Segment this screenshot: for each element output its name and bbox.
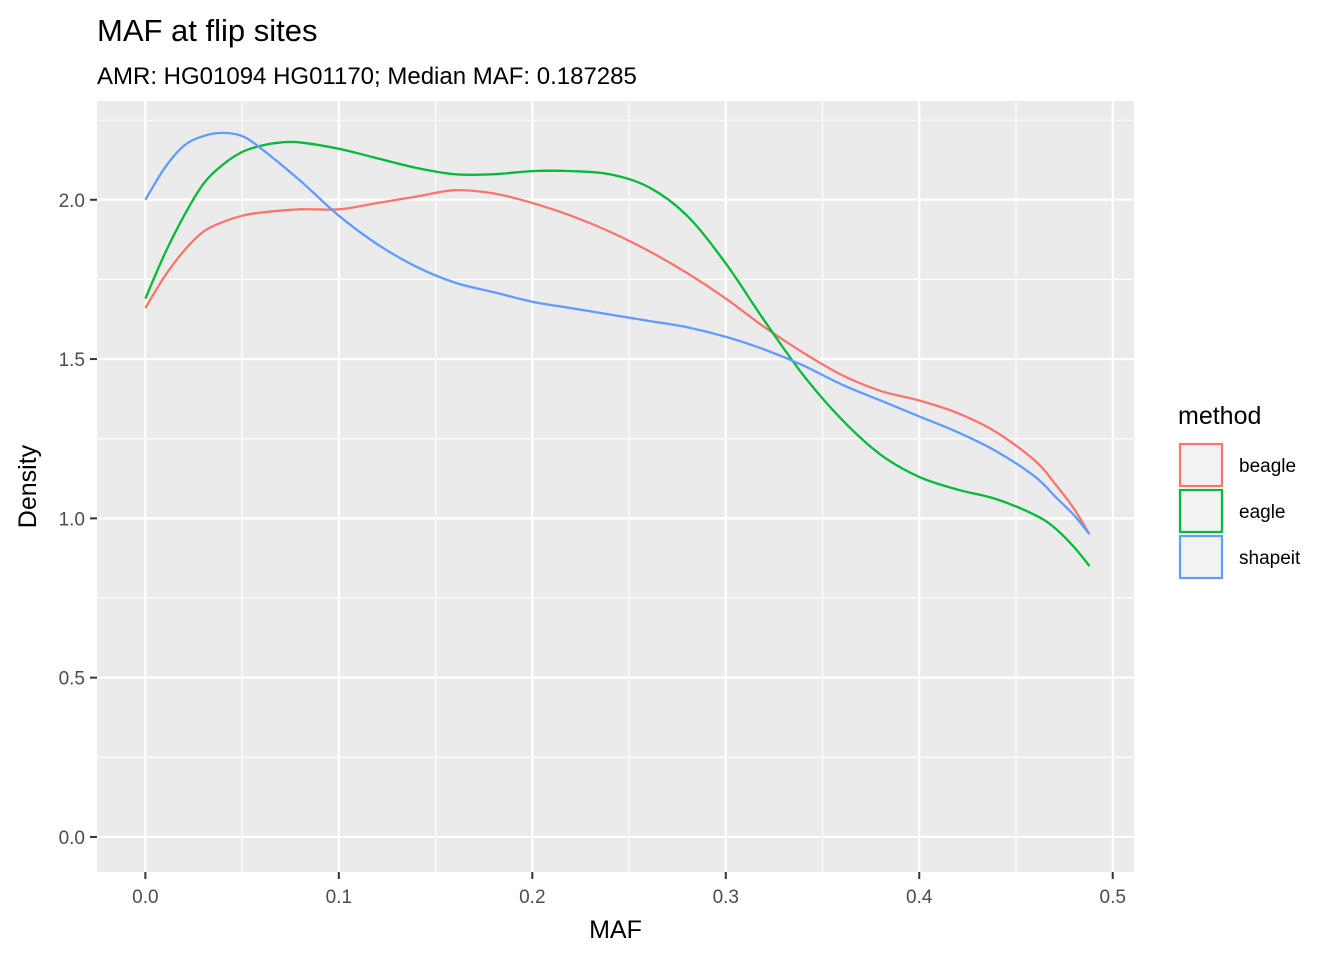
y-axis-title: Density: [14, 444, 42, 528]
series-line-shapeit: [144, 131, 1091, 536]
plot-panel: [97, 101, 1134, 872]
x-tick-label: 0.0: [132, 887, 158, 908]
y-tick-label: 0.0: [59, 828, 85, 849]
chart-title: MAF at flip sites: [97, 13, 318, 48]
legend-label-shapeit: shapeit: [1239, 548, 1301, 569]
y-tick-label: 1.0: [59, 509, 85, 530]
series-line-eagle: [144, 140, 1091, 567]
x-tick-label: 0.3: [713, 887, 739, 908]
legend-key-shapeit: [1178, 534, 1224, 580]
legend-key-beagle: [1178, 442, 1224, 488]
legend-key-eagle: [1178, 488, 1224, 534]
x-tick-label: 0.5: [1100, 887, 1126, 908]
x-tick-label: 0.2: [519, 887, 545, 908]
grid-major: [97, 101, 1134, 872]
chart-subtitle: AMR: HG01094 HG01170; Median MAF: 0.1872…: [97, 63, 637, 90]
data-lines: [144, 131, 1091, 567]
x-axis: 0.0 0.1 0.2 0.3 0.4 0.5: [132, 872, 1126, 908]
x-axis-title: MAF: [589, 916, 642, 944]
grid-minor: [97, 101, 1134, 872]
y-tick-label: 1.5: [59, 350, 85, 371]
legend-title: method: [1178, 402, 1261, 430]
series-line-beagle: [144, 188, 1091, 535]
y-tick-label: 2.0: [59, 191, 85, 212]
legend-label-eagle: eagle: [1239, 502, 1286, 523]
x-tick-label: 0.4: [906, 887, 933, 908]
x-tick-label: 0.1: [326, 887, 352, 908]
legend: beagle eagle shapeit: [1178, 442, 1301, 580]
y-axis: 0.0 0.5 1.0 1.5 2.0: [59, 191, 97, 849]
y-tick-label: 0.5: [59, 669, 85, 690]
legend-label-beagle: beagle: [1239, 456, 1296, 477]
